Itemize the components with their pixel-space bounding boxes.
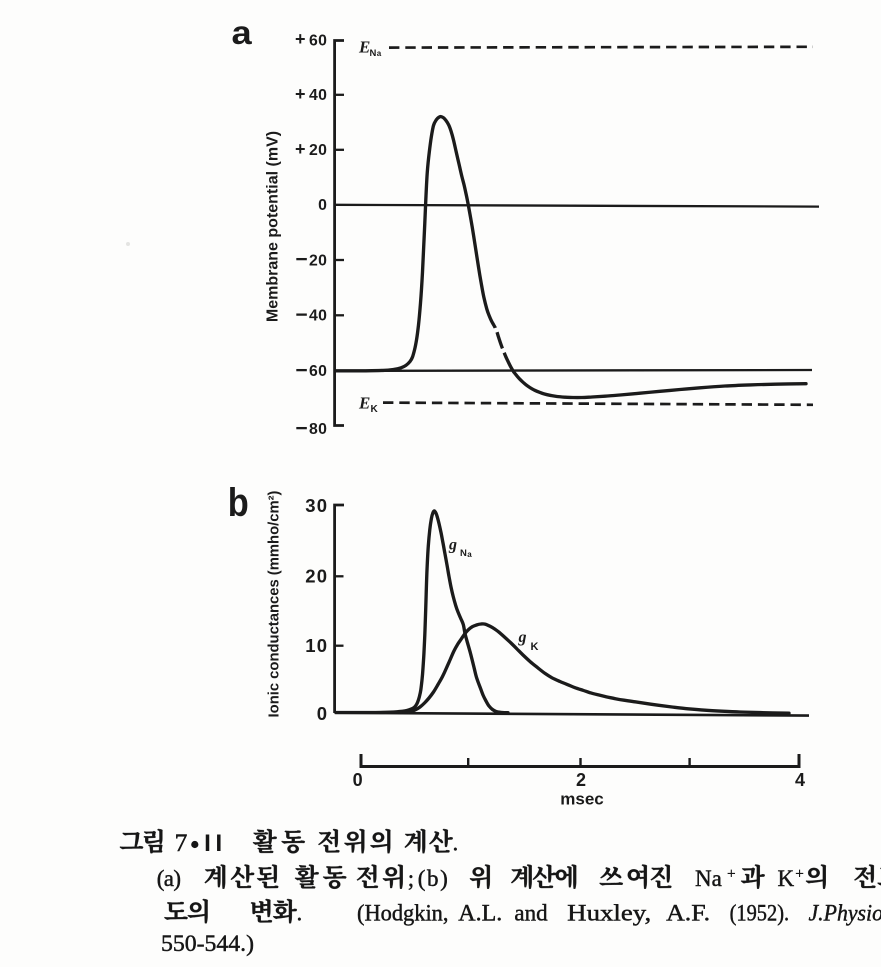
svg-text:Na: Na — [695, 866, 722, 891]
svg-text:20: 20 — [309, 252, 327, 269]
svg-text:30: 30 — [305, 495, 328, 516]
svg-text:80: 80 — [309, 421, 327, 438]
svg-text:0: 0 — [317, 703, 329, 724]
svg-text:A.L.: A.L. — [458, 901, 502, 926]
svg-text:;: ; — [408, 866, 414, 891]
svg-text:.: . — [453, 831, 459, 856]
svg-text:0: 0 — [318, 197, 327, 214]
svg-text:+: + — [795, 866, 804, 883]
svg-text:−: − — [295, 417, 307, 440]
svg-text:K: K — [371, 404, 379, 415]
svg-text:550-544.): 550-544.) — [161, 931, 254, 956]
svg-text:60: 60 — [309, 363, 327, 380]
svg-text:0: 0 — [353, 770, 363, 790]
svg-text:N: N — [460, 548, 467, 559]
svg-text:a: a — [377, 49, 382, 58]
svg-text:J.Physiol.: J.Physiol. — [809, 901, 881, 926]
svg-text:−: − — [295, 304, 307, 327]
svg-text:+: + — [295, 139, 306, 159]
svg-text:.: . — [297, 901, 303, 926]
svg-text:Ionic conductances (mmho/cm²): Ionic conductances (mmho/cm²) — [267, 490, 283, 717]
svg-text:60: 60 — [309, 32, 327, 49]
svg-text:Membrane potential (mV): Membrane potential (mV) — [265, 131, 282, 322]
svg-text:4: 4 — [795, 770, 805, 790]
svg-text:10: 10 — [305, 635, 328, 656]
svg-text:A.F.: A.F. — [666, 901, 710, 926]
svg-text:g: g — [448, 537, 457, 554]
svg-text:(1952).: (1952). — [730, 901, 790, 926]
svg-text:(Hodgkin,: (Hodgkin, — [357, 901, 449, 926]
svg-text:40: 40 — [309, 308, 327, 325]
svg-text:+: + — [295, 29, 306, 49]
svg-text:a: a — [467, 550, 472, 559]
svg-text:Huxley,: Huxley, — [567, 901, 651, 926]
svg-text:K: K — [531, 641, 539, 653]
svg-text:40: 40 — [309, 87, 327, 104]
svg-text:−: − — [295, 248, 307, 271]
svg-text:2: 2 — [576, 770, 586, 790]
svg-text:and: and — [514, 901, 548, 926]
svg-text:K: K — [778, 866, 795, 891]
svg-text:g: g — [518, 629, 527, 646]
svg-text:E: E — [358, 394, 370, 413]
svg-text:b: b — [228, 480, 249, 525]
svg-text:+: + — [727, 866, 736, 883]
svg-text:msec: msec — [560, 790, 603, 809]
svg-text:+: + — [295, 84, 306, 104]
svg-text:N: N — [370, 48, 377, 59]
svg-text:(b): (b) — [418, 866, 448, 891]
svg-text:20: 20 — [305, 566, 328, 587]
svg-text:−: − — [295, 359, 307, 382]
svg-text:E: E — [358, 37, 370, 56]
svg-text:(a): (a) — [157, 866, 181, 891]
svg-text:a: a — [232, 15, 253, 51]
svg-text:7: 7 — [175, 828, 188, 857]
svg-text:20: 20 — [309, 142, 327, 159]
